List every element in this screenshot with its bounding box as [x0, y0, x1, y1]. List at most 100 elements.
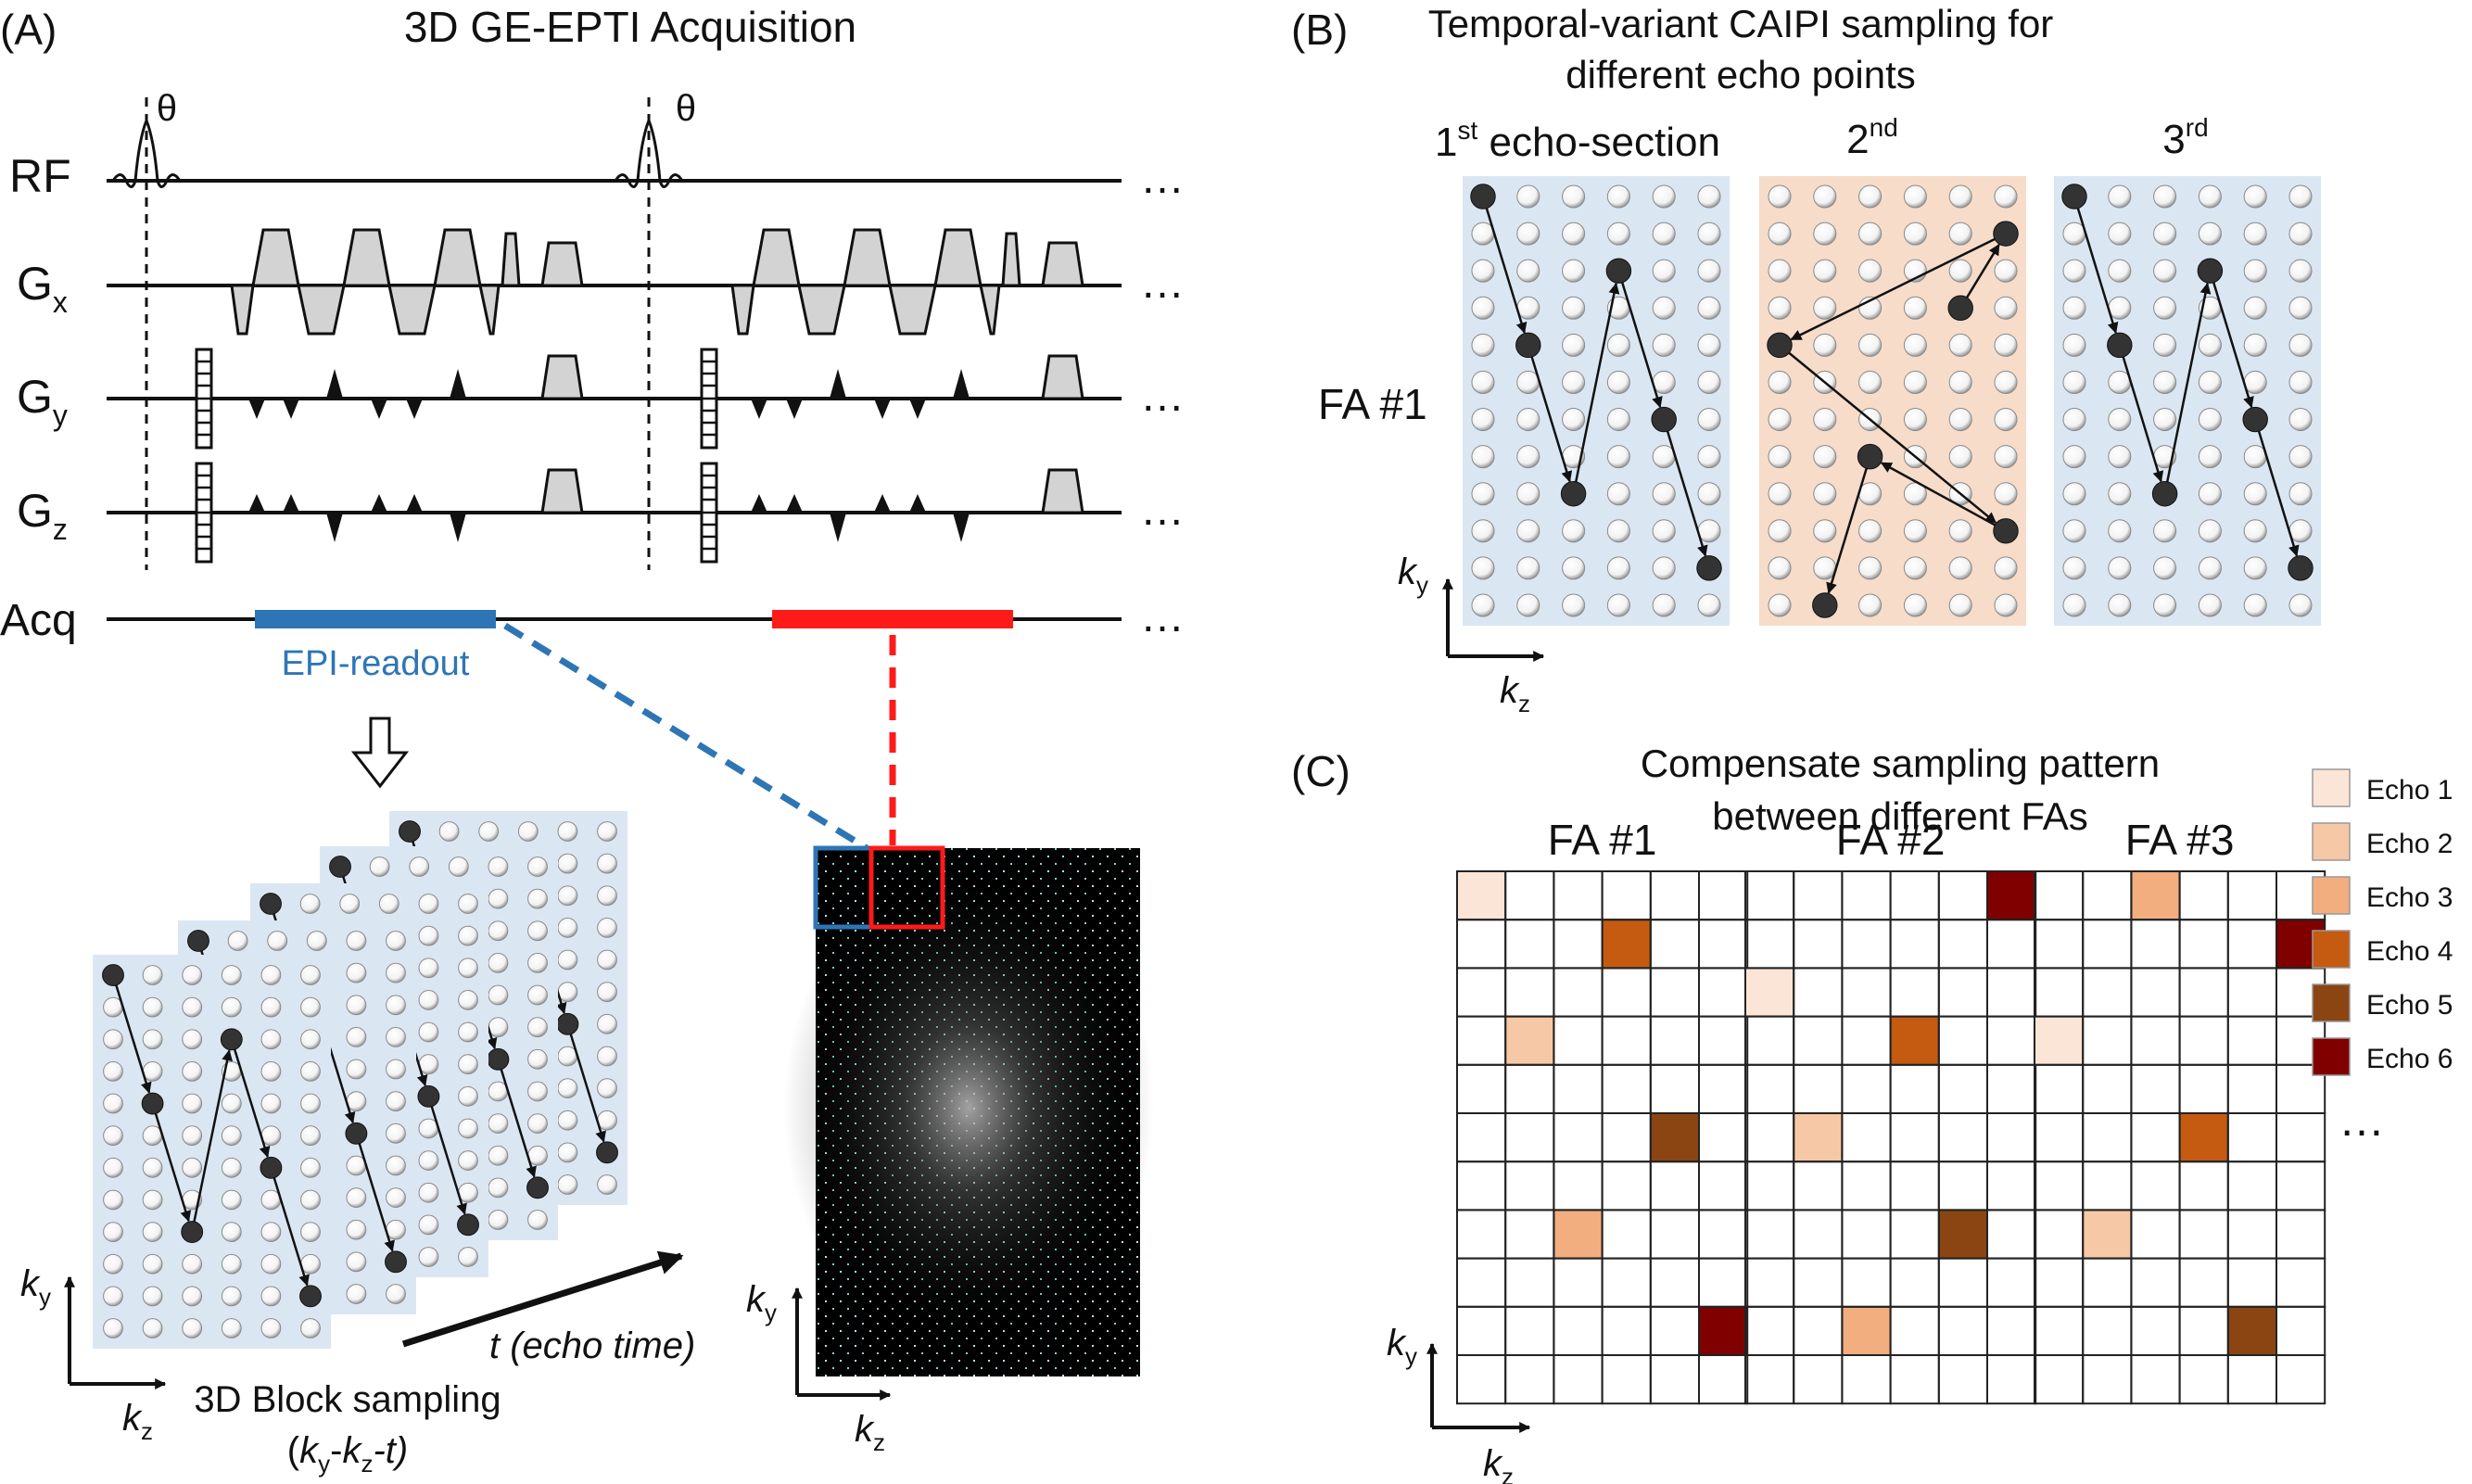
echo-cell	[2035, 1016, 2084, 1065]
grid-cell	[1793, 1015, 1844, 1066]
grid-dot	[142, 965, 163, 985]
grid-dot	[1948, 259, 1972, 283]
grid-cell	[1504, 1112, 1555, 1163]
grid-cell	[1986, 1305, 2037, 1357]
epi-readout-label: EPI-readout	[282, 644, 470, 683]
grid-dot	[378, 894, 399, 914]
fa-grid-label: FA #2	[1836, 816, 1946, 864]
grid-dot	[458, 1021, 478, 1043]
grid-cell	[1889, 1161, 1940, 1211]
grid-cell	[1841, 1015, 1892, 1066]
grid-cell	[2082, 1161, 2133, 1211]
trajectory-arrow	[270, 1167, 310, 1287]
grid-cell	[1553, 1063, 1604, 1115]
grid-dot	[1471, 370, 1495, 394]
grid-cell	[2276, 1354, 2326, 1405]
grid-dot	[1562, 296, 1586, 320]
fa-grid-1: FA #1	[1456, 816, 1749, 1405]
grid-dot	[1903, 593, 1927, 617]
grid-cell	[1937, 919, 1989, 970]
grid-dot	[1697, 296, 1721, 320]
grid-cell	[2226, 967, 2278, 1018]
grid-dot	[1813, 296, 1837, 320]
grid-cell	[1504, 870, 1555, 921]
grid-cell	[1504, 1209, 1555, 1260]
row-label-rf: RF	[9, 150, 71, 202]
legend-item-echo-1: Echo 1	[2312, 768, 2453, 807]
panel-c-axes: ky kz	[1387, 1323, 1531, 1484]
grid-dot	[1652, 519, 1676, 543]
grid-dot	[1858, 519, 1883, 543]
grid-dot	[2108, 259, 2132, 283]
trajectory-arrow	[2209, 270, 2254, 409]
grid-dot	[418, 1182, 439, 1203]
grid-dot	[418, 894, 439, 914]
kspace-axis-kz: kz	[855, 1409, 885, 1456]
block-axis-kz: kz	[122, 1398, 153, 1445]
grid-cell	[2034, 1257, 2085, 1308]
grid-dot	[103, 1318, 123, 1338]
grid-cell	[1456, 919, 1507, 970]
grid-dot	[458, 990, 478, 1010]
trajectory-arrow	[2118, 344, 2164, 483]
grid-dot	[386, 1091, 406, 1112]
trajectory-arrow	[497, 1059, 537, 1178]
grid-cell	[1744, 1112, 1795, 1163]
grid-cell	[1456, 1112, 1507, 1163]
row-label-gy: Gy	[17, 371, 68, 432]
panel-b-title-line1: Temporal-variant CAIPI sampling for	[1428, 2, 2054, 45]
grid-dot	[488, 856, 509, 877]
grid-dot	[103, 1093, 123, 1114]
grid-dot	[1903, 222, 1927, 246]
grid-dot	[1652, 259, 1676, 283]
sampled-point	[2151, 480, 2178, 507]
grid-dot	[527, 1017, 548, 1038]
legend-label: Echo 1	[2366, 775, 2453, 805]
grid-cell	[1456, 1354, 1507, 1405]
trajectory-arrow	[1527, 344, 1573, 483]
grid-dot	[369, 856, 390, 877]
grid-cell	[2276, 1161, 2326, 1211]
grid-dot	[386, 1187, 406, 1208]
gx-waveform-1	[230, 228, 584, 336]
sampled-point	[329, 856, 351, 878]
grid-cell	[2276, 1257, 2326, 1308]
grid-dot	[221, 1157, 242, 1178]
grid-dot	[1697, 482, 1721, 506]
grid-dot	[418, 1150, 439, 1171]
grid-cell	[1937, 1354, 1989, 1405]
grid-dot	[2243, 296, 2267, 320]
panel-a: (A) 3D GE-EPTI Acquisition θ θ RF Gx Gy …	[0, 3, 1185, 1478]
grid-cell	[1504, 1161, 1555, 1211]
kspace-axes: ky kz	[746, 1279, 892, 1456]
grid-cell	[1601, 1305, 1652, 1357]
sampled-point	[299, 1285, 322, 1308]
sampled-point	[187, 930, 209, 952]
grid-cell	[1793, 1063, 1844, 1115]
sampled-point	[1812, 592, 1838, 618]
red-readout-bar	[772, 610, 1013, 628]
trajectory-arrow	[1481, 196, 1528, 335]
sampled-point	[2288, 555, 2314, 581]
grid-dot	[1858, 556, 1883, 580]
sampled-point	[1696, 555, 1722, 581]
grid-cell	[1456, 1305, 1507, 1357]
grid-dot	[1606, 333, 1630, 357]
grid-dot	[1516, 184, 1540, 209]
sampled-point	[385, 1250, 407, 1274]
grid-dot	[488, 1113, 509, 1134]
grid-cell	[2082, 1354, 2133, 1405]
grid-cell	[2276, 1112, 2326, 1163]
grid-dot	[1652, 184, 1676, 209]
grid-dot	[458, 1247, 478, 1267]
legend-swatch	[2312, 1037, 2351, 1076]
grid-dot	[103, 1061, 123, 1082]
grid-dot	[597, 982, 617, 1003]
grid-dot	[1471, 445, 1495, 469]
grid-cell	[1793, 1209, 1844, 1260]
grid-dot	[386, 962, 406, 983]
grid-cell	[2034, 1063, 2085, 1115]
sampled-point	[526, 1176, 549, 1199]
grid-dot	[597, 949, 617, 970]
grid-cell	[1793, 870, 1844, 921]
